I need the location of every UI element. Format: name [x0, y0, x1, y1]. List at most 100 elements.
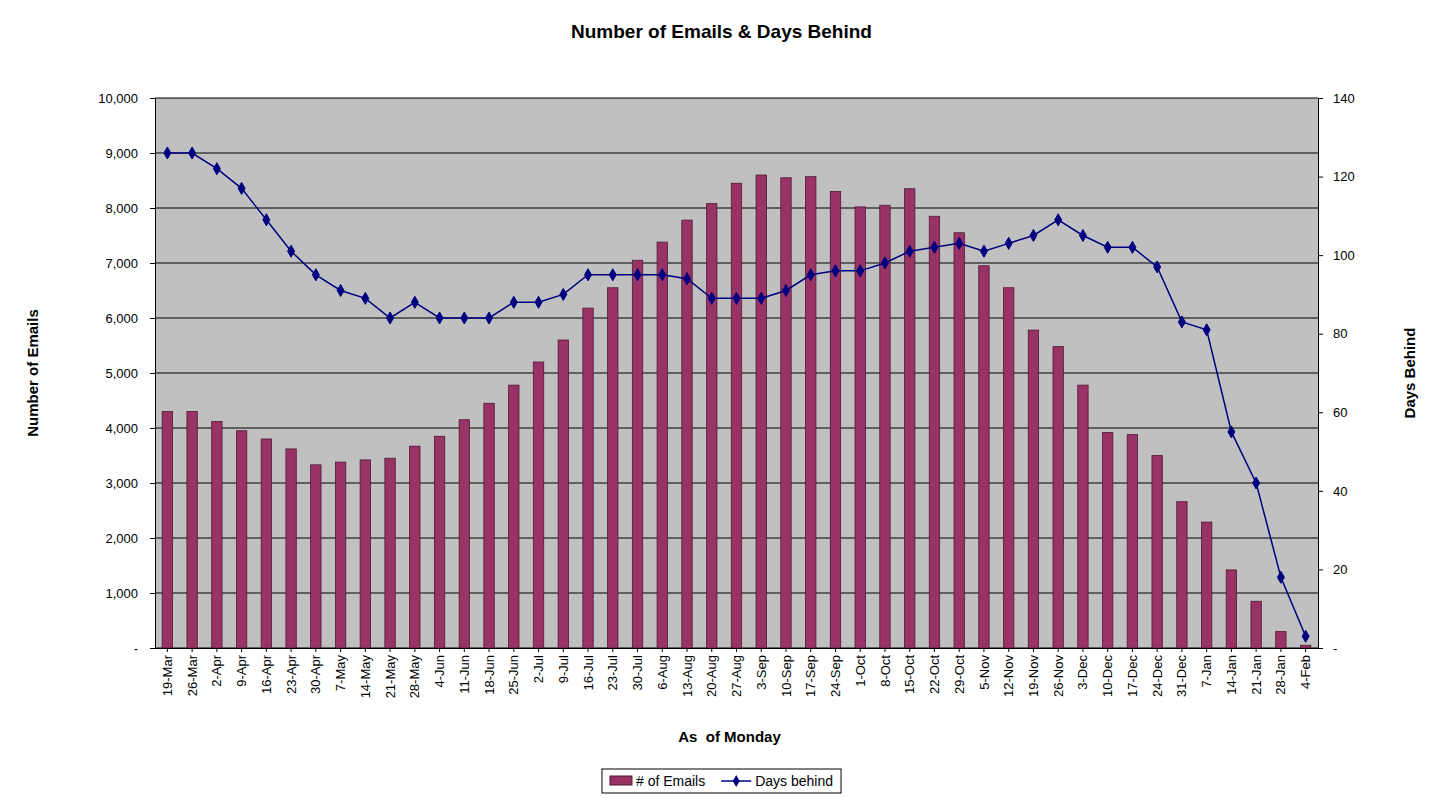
tick-mark — [1318, 491, 1323, 492]
axis-line — [150, 99, 156, 649]
tick: 4-Jun — [432, 648, 447, 688]
tick-mark — [291, 648, 292, 652]
tick-mark — [1318, 177, 1323, 178]
tick: - — [1318, 641, 1337, 656]
tick-label: 12-Nov — [1001, 655, 1016, 697]
line — [167, 153, 1305, 636]
tick: 20-Aug — [704, 648, 719, 697]
marker — [758, 292, 765, 304]
bar — [1127, 435, 1137, 648]
tick: 12-Nov — [1001, 648, 1016, 697]
grid — [155, 98, 1318, 648]
tick-mark — [464, 648, 465, 652]
tick-mark — [150, 483, 155, 484]
x-axis-title: As of Monday — [678, 728, 781, 745]
tick: 17-Sep — [803, 648, 818, 697]
tick-mark — [1206, 648, 1207, 652]
tick-mark — [1318, 648, 1323, 649]
tick-label: 3-Dec — [1075, 655, 1090, 690]
tick-label: 13-Aug — [680, 655, 695, 697]
tick-label: 1-Oct — [853, 655, 868, 687]
tick: 25-Jun — [506, 648, 521, 695]
bar — [806, 177, 816, 648]
tick-label: - — [134, 641, 138, 656]
tick-mark — [340, 648, 341, 652]
tick-label: 10,000 — [98, 91, 138, 106]
tick-label: 23-Jul — [605, 655, 620, 691]
tick-label: 2-Jul — [531, 655, 546, 683]
marker — [312, 269, 319, 281]
y2-axis: -20406080100120140 — [1318, 91, 1355, 656]
tick: 21-May — [383, 648, 398, 698]
marker — [362, 292, 369, 304]
bar — [1276, 632, 1286, 649]
tick: 16-Jul — [581, 648, 596, 690]
marker — [807, 269, 814, 281]
tick-label: 17-Sep — [803, 655, 818, 697]
marker — [337, 284, 344, 296]
tick-label: 23-Apr — [284, 654, 299, 694]
tick-label: 10-Sep — [779, 655, 794, 697]
tick-label: 16-Jul — [581, 655, 596, 691]
tick-label: 27-Aug — [729, 655, 744, 697]
tick: 22-Oct — [927, 648, 942, 694]
tick: 21-Jan — [1249, 648, 1264, 695]
marker — [387, 312, 394, 324]
tick: 11-Jun — [457, 648, 472, 694]
bar — [880, 205, 890, 648]
marker — [1178, 316, 1185, 328]
tick-mark — [1256, 648, 1257, 652]
tick-label: 20 — [1333, 562, 1347, 577]
marker — [1302, 630, 1309, 642]
tick: 16-Apr — [259, 648, 274, 694]
bar — [1152, 456, 1162, 649]
tick: 24-Sep — [828, 648, 843, 697]
tick-label: 7-May — [333, 655, 348, 692]
tick: 5,000 — [105, 366, 155, 381]
legend-marker — [733, 775, 740, 787]
bar — [434, 436, 444, 648]
tick: 3-Dec — [1075, 648, 1090, 690]
legend-label: # of Emails — [636, 773, 705, 789]
tick-label: 16-Apr — [259, 654, 274, 694]
tick-label: 25-Jun — [506, 655, 521, 695]
marker — [1005, 237, 1012, 249]
tick: 19-Mar — [160, 648, 175, 696]
marker — [634, 269, 641, 281]
tick: 29-Oct — [952, 648, 967, 694]
tick-mark — [835, 648, 836, 652]
tick: 140 — [1318, 91, 1355, 106]
tick-mark — [1231, 648, 1232, 652]
tick: 4,000 — [105, 421, 155, 436]
tick-mark — [150, 428, 155, 429]
grid-line — [155, 98, 1318, 99]
marker — [1154, 261, 1161, 273]
tick: 7-Jan — [1199, 648, 1214, 688]
tick-mark — [1082, 648, 1083, 652]
tick: 24-Dec — [1150, 648, 1165, 697]
marker — [733, 292, 740, 304]
tick-label: 11-Jun — [457, 655, 472, 694]
axis-line — [1319, 99, 1324, 649]
legend-label: Days behind — [755, 773, 833, 789]
tick-label: 14-Jan — [1224, 655, 1239, 695]
tick-mark — [1033, 648, 1034, 652]
tick-mark — [1280, 648, 1281, 652]
tick-mark — [1181, 648, 1182, 652]
tick-mark — [1318, 334, 1323, 335]
tick: 17-Dec — [1125, 648, 1140, 697]
bar — [558, 340, 568, 648]
bar — [1177, 502, 1187, 648]
tick: 19-Nov — [1026, 648, 1041, 697]
tick: 7,000 — [105, 256, 155, 271]
tick: 7-May — [333, 648, 348, 691]
tick-label: 10-Dec — [1100, 655, 1115, 697]
legend-box — [602, 769, 841, 793]
tick-label: 20-Aug — [704, 655, 719, 697]
plot-area — [162, 147, 1311, 648]
tick-mark — [1132, 648, 1133, 652]
tick: 80 — [1318, 326, 1347, 341]
marker — [238, 182, 245, 194]
bar — [979, 266, 989, 648]
bar — [286, 449, 296, 648]
